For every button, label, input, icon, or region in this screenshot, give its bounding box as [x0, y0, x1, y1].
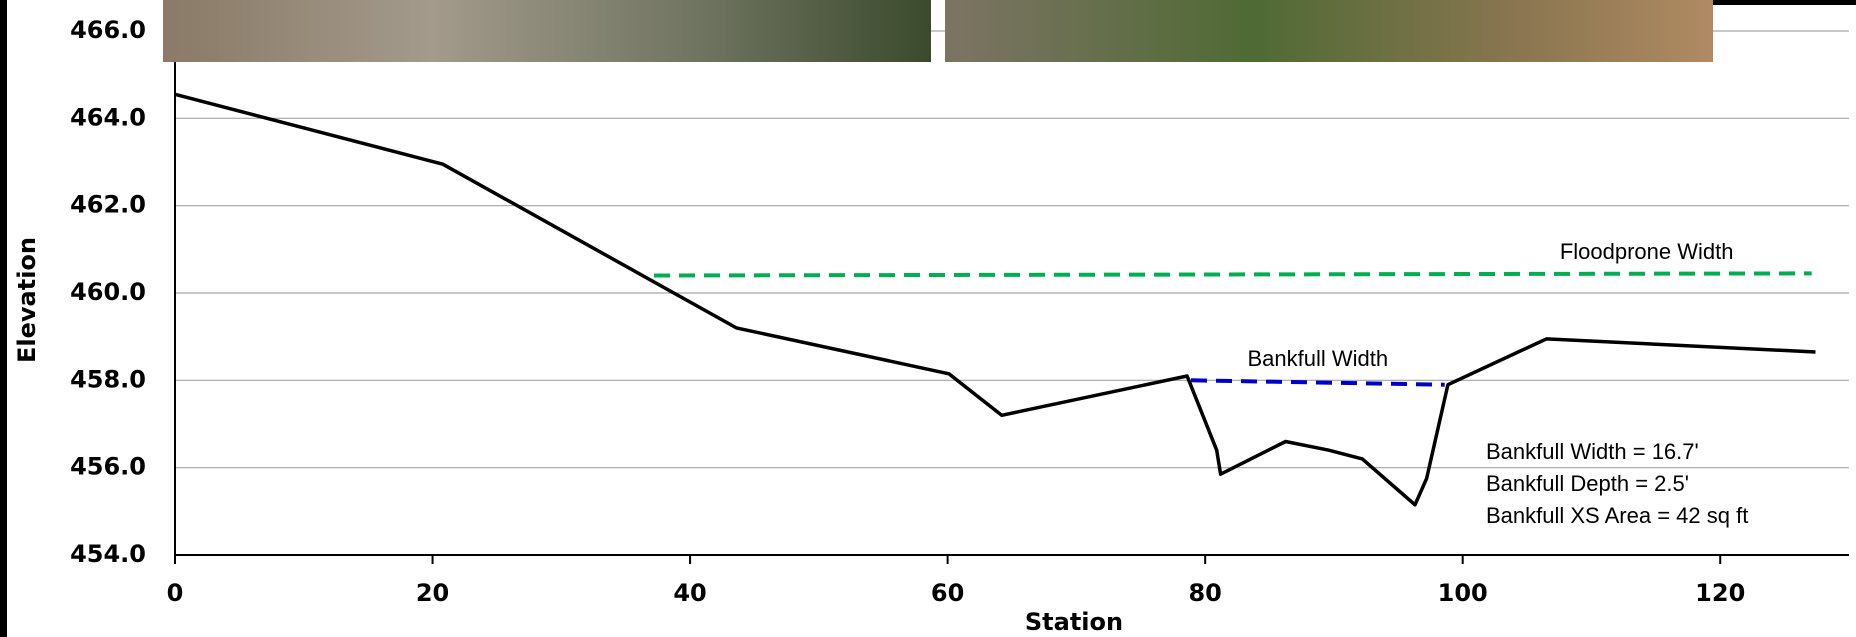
y-tick-label: 466.0 [70, 16, 146, 44]
labels: Station Elevation 454.0 456.0 458.0 460.0 46… [13, 16, 1748, 636]
y-tick-label: 464.0 [70, 103, 146, 131]
x-tick-label: 120 [1695, 579, 1745, 607]
line-label: Bankfull Width [1248, 346, 1389, 371]
chart: Station Elevation 454.0 456.0 458.0 460.0 46… [0, 0, 1856, 637]
x-tick-label: 80 [1188, 579, 1221, 607]
photo [163, 0, 931, 62]
annotation: Bankfull XS Area = 42 sq ft [1486, 503, 1748, 528]
photo [945, 0, 1713, 62]
x-tick-label: 60 [931, 579, 964, 607]
y-axis-title: Elevation [13, 237, 41, 363]
left-border [0, 0, 7, 637]
top-border [1713, 0, 1856, 5]
x-tick-label: 40 [673, 579, 706, 607]
x-tick-label: 0 [167, 579, 184, 607]
line-label: Floodprone Width [1560, 239, 1734, 264]
x-tick-label: 100 [1438, 579, 1488, 607]
y-tick-label: 458.0 [70, 365, 146, 393]
annotation: Bankfull Width = 16.7' [1486, 439, 1699, 464]
y-tick-label: 454.0 [70, 540, 146, 568]
x-axis-title: Station [1025, 608, 1123, 636]
reference-line [654, 273, 1812, 275]
y-tick-label: 456.0 [70, 453, 146, 481]
y-tick-label: 462.0 [70, 191, 146, 219]
y-tick-label: 460.0 [70, 278, 146, 306]
x-tick-label: 20 [416, 579, 449, 607]
annotation: Bankfull Depth = 2.5' [1486, 471, 1689, 496]
reference-line [1191, 380, 1445, 384]
